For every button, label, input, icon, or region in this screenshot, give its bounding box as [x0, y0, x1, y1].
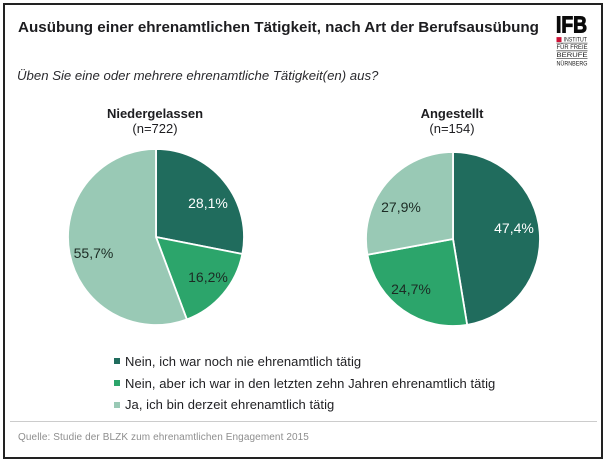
svg-text:BERUFE: BERUFE [557, 52, 588, 59]
svg-text:FÜR FREIE: FÜR FREIE [557, 44, 588, 51]
svg-text:INSTITUT: INSTITUT [564, 37, 588, 44]
svg-text:NÜRNBERG: NÜRNBERG [557, 59, 588, 67]
svg-text:IFB: IFB [556, 13, 587, 38]
